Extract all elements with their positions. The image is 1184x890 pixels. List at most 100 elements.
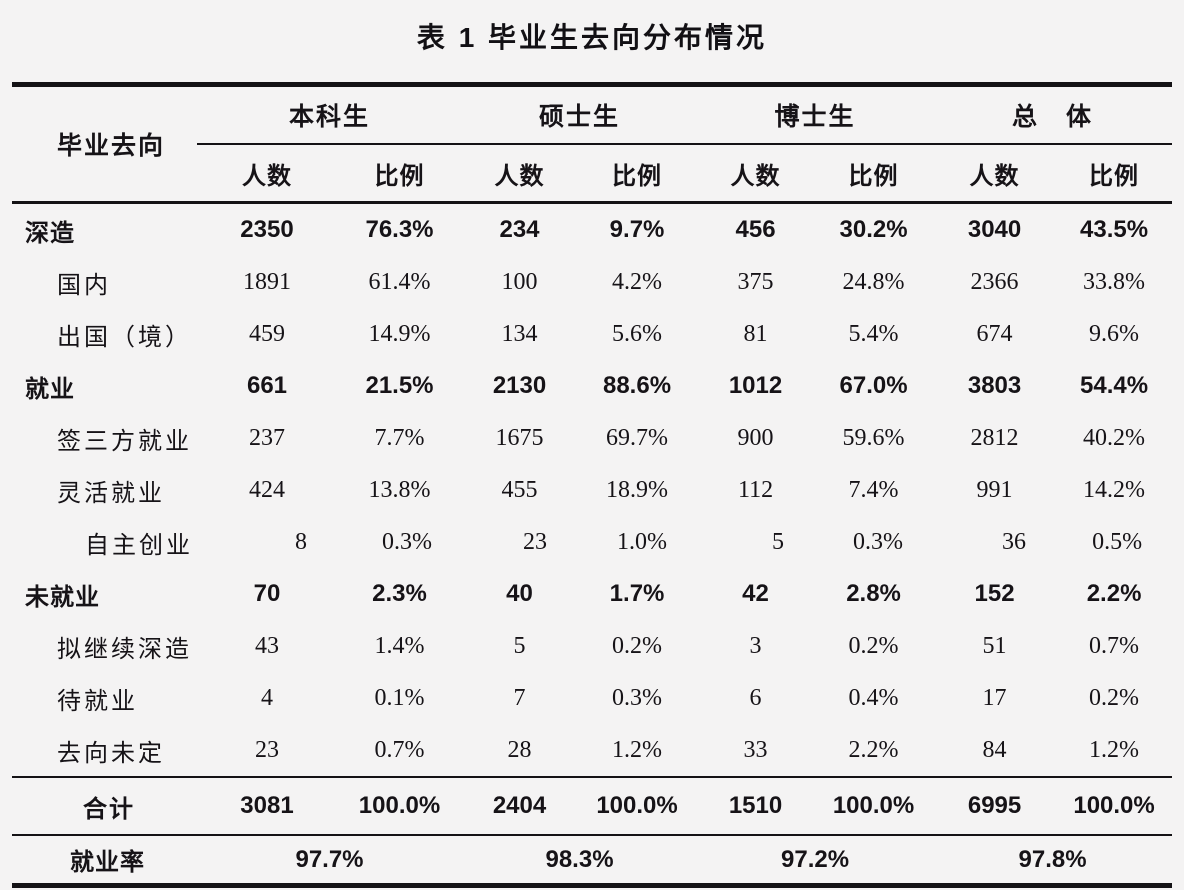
value-cell: 8 <box>295 528 307 555</box>
value-cell: 36 <box>1002 528 1027 555</box>
value-cell: 1012 <box>728 372 783 399</box>
value-cell: 1675 <box>495 424 544 451</box>
table-title: 表 1 毕业生去向分布情况 <box>416 22 768 53</box>
total-value-cell: 100.0% <box>337 777 463 836</box>
row-label: 签三方就业 <box>12 412 197 464</box>
total-value-cell: 6995 <box>933 777 1057 836</box>
row-label: 去向未定 <box>12 724 197 778</box>
row-label-text: 未就业 <box>25 583 100 611</box>
row-label: 待就业 <box>12 672 197 724</box>
row-label: 未就业 <box>12 568 197 620</box>
row-label-text: 去向未定 <box>57 740 165 767</box>
value-cell: 2130 <box>492 372 547 399</box>
value-cell: 17 <box>982 684 1007 711</box>
subheader-ratio: 比例 <box>814 144 934 204</box>
value-cell: 0.5% <box>1092 528 1143 555</box>
row-label-text: 拟继续深造 <box>57 636 192 663</box>
value-cell: 674 <box>976 320 1013 347</box>
table-row: 待就业 4 0.1% 7 0.3% 6 0.4% 17 0.2% <box>12 672 1172 724</box>
value-cell: 661 <box>246 372 288 399</box>
value-cell: 0.3% <box>382 528 433 555</box>
row-label: 国内 <box>12 256 197 308</box>
value-cell: 0.4% <box>848 684 899 711</box>
value-cell: 2.3% <box>372 580 427 607</box>
value-cell: 134 <box>501 320 538 347</box>
value-cell: 4.2% <box>612 268 663 295</box>
value-cell: 2.2% <box>1086 580 1142 607</box>
value-cell: 112 <box>737 476 774 503</box>
row-label: 拟继续深造 <box>12 620 197 672</box>
value-cell: 459 <box>249 320 285 347</box>
row-label-text: 签三方就业 <box>57 428 192 455</box>
group-header-overall: 总 体 <box>933 84 1173 145</box>
employment-rate-label-text: 就业率 <box>70 849 145 876</box>
value-cell: 59.6% <box>842 424 905 451</box>
value-cell: 1.2% <box>1056 724 1173 778</box>
total-row-label-text: 合计 <box>83 795 135 823</box>
value-cell: 2.8% <box>846 580 901 607</box>
value-cell: 0.3% <box>612 684 663 711</box>
value-cell: 67.0% <box>839 372 908 399</box>
value-cell: 1.0% <box>617 528 668 555</box>
value-cell: 900 <box>737 424 774 451</box>
value-cell: 0.3% <box>853 528 904 555</box>
subheader-count: 人数 <box>462 144 578 204</box>
value-cell: 81 <box>743 320 768 347</box>
total-value-cell: 100.0% <box>1056 777 1173 836</box>
value-cell: 70 <box>253 580 281 607</box>
row-label-text: 灵活就业 <box>57 480 165 507</box>
value-cell: 424 <box>249 476 285 503</box>
row-header-cell: 毕业去向 <box>12 84 197 204</box>
row-label: 深造 <box>12 203 197 257</box>
table-row: 拟继续深造 43 1.4% 5 0.2% 3 0.2% 51 0.7% <box>12 620 1172 672</box>
subheader-count: 人数 <box>933 144 1057 204</box>
value-cell: 9.6% <box>1089 320 1140 347</box>
value-cell: 3 <box>749 632 762 659</box>
subheader-ratio: 比例 <box>577 144 698 204</box>
table-row: 就业 661 21.5% 2130 88.6% 1012 67.0% 3803 54.4% <box>12 360 1172 412</box>
row-label: 出国（境） <box>12 308 197 360</box>
row-label-text: 国内 <box>57 272 111 299</box>
value-cell: 42 <box>742 580 769 607</box>
value-cell: 4 <box>261 684 273 711</box>
value-cell: 40.2% <box>1083 424 1146 451</box>
value-cell: 33 <box>697 724 815 778</box>
total-value-cell: 1510 <box>697 777 815 836</box>
value-cell: 152 <box>974 580 1015 607</box>
value-cell: 30.2% <box>839 216 908 243</box>
row-label: 灵活就业 <box>12 464 197 516</box>
value-cell: 0.2% <box>848 632 899 659</box>
value-cell: 1.2% <box>577 724 698 778</box>
value-cell: 43.5% <box>1080 216 1149 243</box>
value-cell: 14.2% <box>1083 476 1146 503</box>
graduate-destination-table: 毕业去向 本科生 硕士生 博士生 总 体 人数 比例 人数 比例 人数 比例 人… <box>12 82 1173 888</box>
value-cell: 5 <box>772 528 785 555</box>
value-cell: 7.4% <box>848 476 899 503</box>
table-row: 灵活就业 424 13.8% 455 18.9% 112 7.4% 991 14.2% <box>12 464 1172 516</box>
total-value-cell: 100.0% <box>577 777 698 836</box>
value-cell: 0.2% <box>612 632 663 659</box>
row-label-text: 出国（境） <box>57 324 192 351</box>
table-row: 自主创业1 8 0.3% 23 1.0% 5 0.3% 36 0.5% <box>12 516 1172 568</box>
value-cell: 0.7% <box>1089 632 1140 659</box>
value-cell: 24.8% <box>842 268 905 295</box>
table-row: 签三方就业 237 7.7% 1675 69.7% 900 59.6% 2812 40.2% <box>12 412 1172 464</box>
value-cell: 455 <box>501 476 538 503</box>
table-row: 去向未定 23 0.7% 28 1.2% 33 2.2% 84 1.2% <box>12 724 1173 778</box>
value-cell: 237 <box>249 424 285 451</box>
value-cell: 2350 <box>240 216 294 243</box>
row-label: 自主创业1 <box>12 516 197 568</box>
rate-value-doctoral: 97.2% <box>781 845 850 873</box>
rate-value-overall: 97.8% <box>1018 845 1087 873</box>
value-cell: 21.5% <box>365 372 434 399</box>
subheader-ratio: 比例 <box>1056 144 1173 204</box>
value-cell: 33.8% <box>1083 268 1146 295</box>
value-cell: 0.1% <box>374 684 425 711</box>
row-label: 就业 <box>12 360 197 412</box>
value-cell: 69.7% <box>606 424 669 451</box>
value-cell: 18.9% <box>606 476 669 503</box>
value-cell: 0.7% <box>337 724 463 778</box>
value-cell: 14.9% <box>368 320 431 347</box>
value-cell: 5.4% <box>848 320 899 347</box>
